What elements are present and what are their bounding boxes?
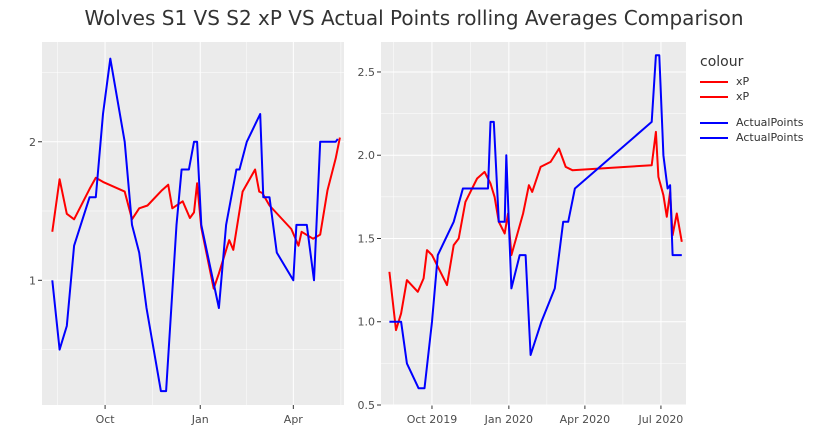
- x-tick-label: Apr 2020: [560, 413, 611, 426]
- y-tick-label: 1: [29, 274, 36, 287]
- series-line-actualpoints: [51, 57, 339, 393]
- series-line-actualpoints: [389, 54, 682, 390]
- y-tick-label: 1.0: [358, 316, 376, 329]
- y-tick-label: 2.0: [358, 149, 376, 162]
- x-tick-label: Apr: [284, 413, 304, 426]
- legend-swatch: [700, 136, 728, 139]
- legend-label: xP: [736, 75, 750, 88]
- series-line-xp: [51, 137, 341, 290]
- y-tick-label: 0.5: [358, 399, 376, 412]
- legend-title: colour: [700, 54, 744, 70]
- x-tick-label: Oct 2019: [407, 413, 458, 426]
- legend-item: xP: [700, 89, 804, 104]
- legend-item: ActualPoints: [700, 130, 804, 145]
- legend-swatch: [700, 121, 728, 124]
- y-tick-label: 2: [29, 136, 36, 149]
- y-tick-label: 1.5: [358, 232, 376, 245]
- legend-item: ActualPoints: [700, 115, 804, 130]
- legend-label: ActualPoints: [736, 131, 804, 144]
- right-panel: Oct 2019 Jan 2020 Apr 2020 Jul 2020 0.5 1.0 1.…: [358, 42, 686, 426]
- left-panel: Oct Jan Apr 1 2: [29, 42, 344, 426]
- x-tick-label: Jan 2020: [484, 413, 533, 426]
- x-tick-label: Jan: [191, 413, 209, 426]
- plot-background: [381, 42, 686, 405]
- x-tick-label: Jul 2020: [638, 413, 684, 426]
- legend-swatch: [700, 80, 728, 83]
- chart-title: Wolves S1 VS S2 xP VS Actual Points roll…: [84, 6, 744, 30]
- plot-background: [42, 42, 344, 405]
- legend-label: ActualPoints: [736, 116, 804, 129]
- legend: colour xP xP ActualPoints ActualPoints: [700, 54, 804, 145]
- legend-item: xP: [700, 74, 804, 89]
- x-tick-label: Oct: [96, 413, 116, 426]
- legend-label: xP: [736, 90, 750, 103]
- legend-swatch: [700, 95, 728, 98]
- y-tick-label: 2.5: [358, 66, 376, 79]
